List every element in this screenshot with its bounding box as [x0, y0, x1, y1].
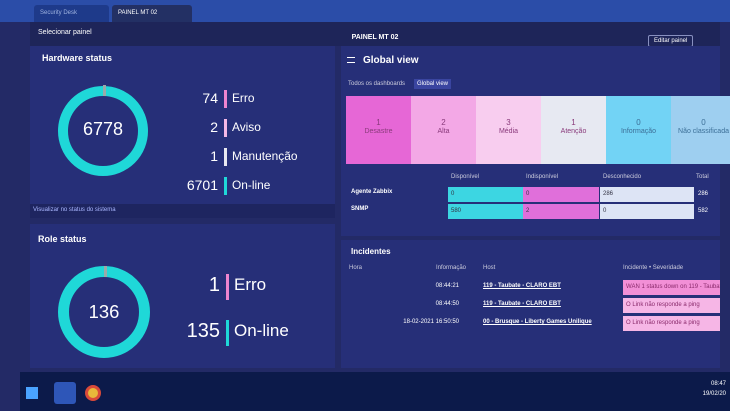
- status-count: 6701: [186, 177, 218, 193]
- severity-tile[interactable]: 1 Atenção: [541, 96, 606, 164]
- incident-cell[interactable]: WAN 1 status down on 119 - Taubate: [623, 280, 720, 295]
- status-label: Erro: [234, 275, 267, 294]
- panel-title: Hardware status: [42, 53, 113, 63]
- status-bar: [226, 320, 229, 346]
- row-name: Agente Zabbix: [351, 189, 393, 195]
- column-header: Host: [483, 265, 496, 271]
- column-header: Disponível: [451, 174, 480, 180]
- severity-tile[interactable]: 3 Média: [476, 96, 541, 164]
- incident-time: 18-02-2021 16:50:50: [403, 319, 459, 325]
- breadcrumb[interactable]: Todos os dashboards: [348, 81, 406, 87]
- status-label: Erro: [232, 91, 255, 105]
- panel-title: Global view: [363, 55, 419, 66]
- column-header: Desconhecido: [603, 174, 642, 180]
- column-header: Informação: [436, 265, 467, 271]
- tab-bar: Security Desk PAINEL MT 02: [0, 0, 730, 22]
- severity-label: Média: [498, 128, 519, 135]
- status-bar: [224, 177, 227, 196]
- incident-host[interactable]: 119 - Taubate - CLARO EBT: [483, 301, 561, 307]
- app-icon[interactable]: [54, 382, 76, 404]
- status-count: 74: [202, 90, 218, 106]
- role-panel: Role status 136 1 Erro 135 On-line: [30, 224, 335, 368]
- status-bar: [224, 119, 227, 138]
- column-header: Hora: [349, 265, 363, 271]
- donut-chart: 6778: [58, 85, 148, 176]
- severity-count: 3: [506, 118, 511, 127]
- column-header: Total: [696, 174, 709, 180]
- status-label: On-line: [232, 178, 271, 192]
- panel-title: Role status: [38, 234, 87, 244]
- clock-date: 19/02/20: [702, 391, 726, 397]
- row-name: SNMP: [351, 206, 369, 212]
- availability-cell: 2: [523, 204, 599, 219]
- severity-tile[interactable]: 2 Alta: [411, 96, 476, 164]
- status-label: On-line: [234, 321, 289, 340]
- clock-time: 08:47: [710, 381, 726, 387]
- severity-label: Atenção: [560, 128, 587, 135]
- availability-cell: 580: [448, 204, 524, 219]
- panel-title: Incidentes: [351, 247, 391, 256]
- incidents-panel: Incidentes Hora Informação Host Incidente • …: [341, 240, 720, 368]
- incident-time: 08:44:21: [435, 283, 459, 289]
- availability-cell: 286: [600, 187, 694, 202]
- severity-count: 0: [636, 118, 641, 127]
- severity-tile[interactable]: 0 Não classificada: [671, 96, 730, 164]
- availability-cell: 0: [600, 204, 694, 219]
- donut-total: 6778: [82, 119, 124, 140]
- status-label: Manutenção: [232, 149, 298, 163]
- incident-host[interactable]: 00 - Brusque - Liberty Games Unilique: [483, 319, 592, 325]
- severity-label: Informação: [620, 128, 657, 135]
- severity-count: 2: [441, 118, 446, 127]
- donut-chart: 136: [58, 265, 150, 358]
- status-label: Aviso: [232, 120, 261, 134]
- status-bar: [226, 274, 229, 300]
- browser-tab[interactable]: Security Desk: [34, 5, 109, 22]
- availability-cell: 0: [448, 187, 524, 202]
- donut-marker: [104, 265, 107, 277]
- browser-tab[interactable]: PAINEL MT 02: [112, 5, 192, 22]
- incident-host[interactable]: 119 - Taubate - CLARO EBT: [483, 283, 561, 289]
- severity-count: 1: [571, 118, 576, 127]
- browser-icon[interactable]: [85, 385, 101, 401]
- donut-marker: [103, 85, 106, 96]
- global-view-panel: Global view Todos os dashboards Global vie…: [341, 46, 730, 236]
- severity-tile[interactable]: 0 Informação: [606, 96, 671, 164]
- panel-select[interactable]: Selecionar painel: [38, 29, 92, 36]
- hardware-panel: Hardware status 6778 74 Erro 2 Aviso 1 Manutenç…: [30, 46, 335, 218]
- incident-cell[interactable]: O Link não responde a ping: [623, 316, 720, 331]
- column-header: Incidente • Severidade: [623, 265, 684, 271]
- status-count: 1: [208, 274, 220, 296]
- severity-label: Alta: [437, 128, 450, 135]
- breadcrumb-current: Global view: [414, 79, 452, 89]
- status-link[interactable]: Visualizar no status do sistema: [30, 204, 335, 218]
- status-bar: [224, 148, 227, 167]
- taskbar: 08:47 19/02/20: [20, 372, 730, 411]
- toolbar: Selecionar painel PAINEL MT 02 Editar pain…: [30, 22, 720, 47]
- status-count: 2: [210, 119, 218, 135]
- availability-cell: 0: [523, 187, 599, 202]
- availability-total: 286: [698, 191, 709, 197]
- status-count: 1: [210, 148, 218, 164]
- incident-time: 08:44:50: [435, 301, 459, 307]
- menu-icon: [347, 57, 355, 63]
- column-header: Indisponível: [526, 174, 559, 180]
- start-button[interactable]: [26, 387, 38, 399]
- severity-label: Desastre: [364, 128, 393, 135]
- severity-tile[interactable]: 1 Desastre: [346, 96, 411, 164]
- incident-cell[interactable]: O Link não responde a ping: [623, 298, 720, 313]
- status-count: 135: [186, 320, 220, 342]
- donut-total: 136: [88, 300, 120, 322]
- availability-total: 582: [698, 208, 709, 214]
- severity-count: 1: [376, 118, 381, 127]
- severity-label: Não classificada: [678, 128, 729, 135]
- panel-title: PAINEL MT 02: [351, 34, 399, 41]
- severity-count: 0: [701, 118, 706, 127]
- status-bar: [224, 90, 227, 109]
